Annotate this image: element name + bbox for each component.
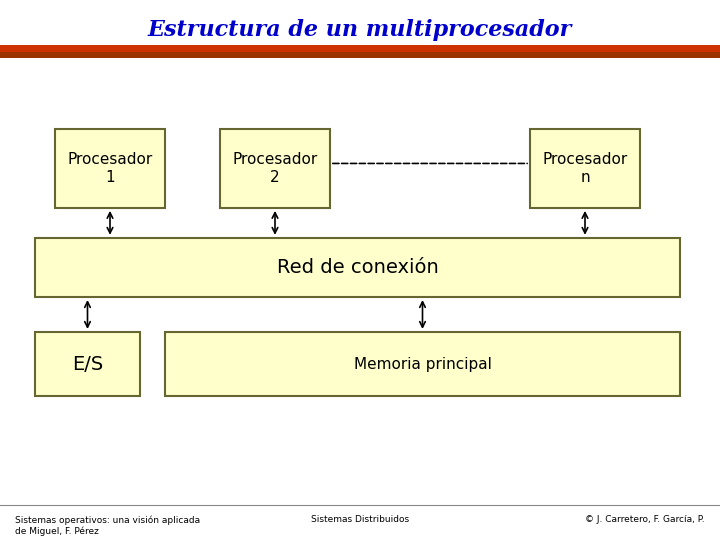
Text: © J. Carretero, F. García, P.: © J. Carretero, F. García, P. [585,515,705,524]
Text: Procesador
n: Procesador n [542,152,628,185]
Bar [220,129,330,208]
Bar [0,51,720,58]
Text: E/S: E/S [72,355,103,374]
Text: Sistemas Distribuidos: Sistemas Distribuidos [311,515,409,524]
Text: Procesador
2: Procesador 2 [233,152,318,185]
Text: Red de conexión: Red de conexión [276,258,438,277]
Text: Memoria principal: Memoria principal [354,356,492,372]
Bar [55,129,165,208]
Bar [35,238,680,297]
Text: Estructura de un multiprocesador: Estructura de un multiprocesador [148,19,572,40]
Text: Procesador
1: Procesador 1 [68,152,153,185]
Text: Sistemas operativos: una visión aplicada
de Miguel, F. Pérez: Sistemas operativos: una visión aplicada… [15,515,200,536]
Bar [530,129,640,208]
Bar [0,45,720,51]
Bar [165,332,680,396]
Bar [35,332,140,396]
